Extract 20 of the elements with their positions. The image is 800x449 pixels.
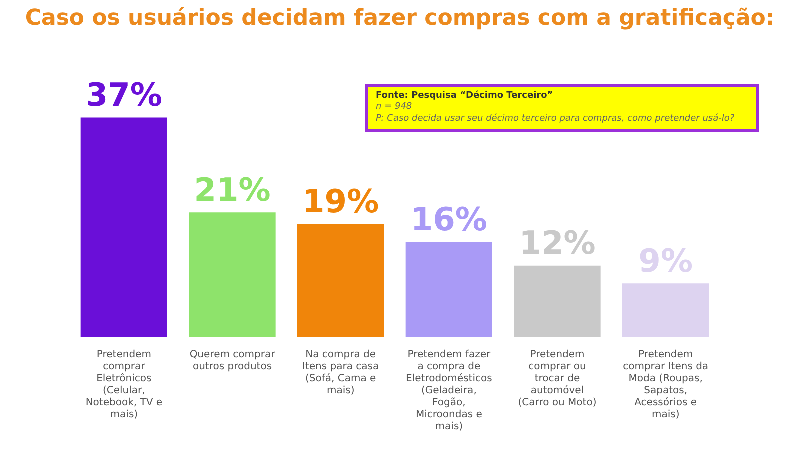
x-tick-label: Pretendem comprar Itens da Moda (Roupas, Sapatos, Acessórios e mais) [623, 350, 709, 421]
x-tick-label: Na compra de Itens para casa (Sofá, Cama e mais) [302, 350, 380, 397]
x-tick-label: Pretendem comprar Eletrônicos (Celular, Notebook, TV e mais) [86, 350, 163, 421]
chart-title: Caso os usuários decidam fazer compras com a gratificação: [24, 6, 776, 31]
annotation: P: Caso decida usar seu décimo terceiro para compras, como pretender usá-lo? [376, 114, 736, 125]
data-label: 37% [86, 76, 162, 114]
bar [514, 266, 601, 337]
bar [406, 242, 492, 337]
data-label: 19% [302, 182, 380, 221]
bar [298, 224, 384, 337]
bar [189, 212, 276, 337]
data-label: 16% [410, 200, 488, 239]
data-label: 21% [194, 170, 271, 209]
x-tick-label: Pretendem fazer a compra de Eletrodomésticos (Geladeira, Fogão, Microondas e mais) [406, 350, 492, 433]
bar [622, 284, 710, 337]
source-note-box: Fonte: Pesquisa “Décimo Terceiro” n = 948 P: Caso decida usar seu décimo terceiro para compras, como pretender usá-lo? [365, 84, 759, 132]
x-tick-label: Pretendem comprar ou trocar de automóvel (Carro ou Moto) [518, 350, 597, 409]
bar [80, 118, 168, 337]
source-note: Fonte: Pesquisa “Décimo Terceiro” [376, 91, 554, 102]
x-tick-label: Querem comprar outros produtos [190, 350, 276, 373]
